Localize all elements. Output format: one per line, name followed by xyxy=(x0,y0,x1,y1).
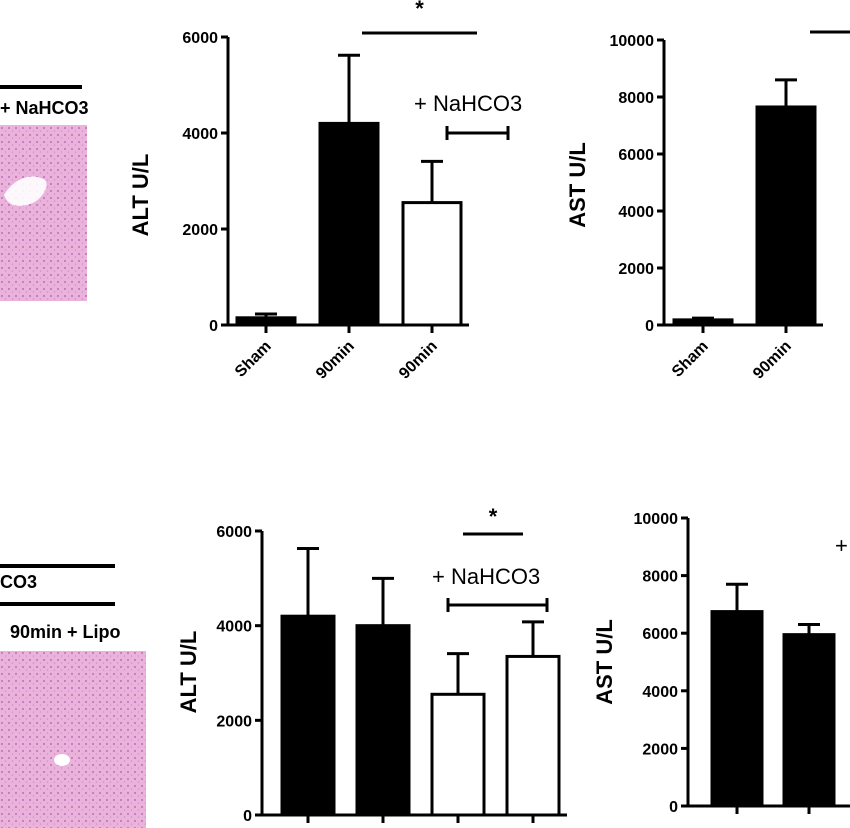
treatment-label: + NaHCO3 xyxy=(414,91,522,116)
x-tick-label: Sham xyxy=(669,338,712,381)
y-tick-label: 6000 xyxy=(618,147,654,164)
x-tick-label: Sham xyxy=(232,338,275,381)
significance-star: * xyxy=(415,0,424,21)
y-tick-label: 2000 xyxy=(642,741,678,758)
y-tick-label: 8000 xyxy=(618,90,654,107)
y-tick-label: 2000 xyxy=(618,261,654,278)
histology-top-label: + NaHCO3 xyxy=(0,98,89,118)
y-tick-label: 2000 xyxy=(216,713,252,730)
treatment-label: + NaHCO3 xyxy=(432,564,540,589)
y-tick-label: 8000 xyxy=(642,569,678,586)
histology-bottom-vessel xyxy=(54,754,70,766)
x-tick-label: 90min xyxy=(313,338,358,383)
treatment-label: + xyxy=(835,533,848,558)
y-tick-label: 4000 xyxy=(642,684,678,701)
y-tick-label: 0 xyxy=(243,808,252,825)
ast-chart-top: 0 2000 4000 6000 8000 10000 AST U/L Sham 90min xyxy=(565,30,850,383)
bar xyxy=(672,318,734,327)
alt-chart-top: 0 2000 4000 6000 ALT U/L Sham 90min 90min * + NaH… xyxy=(128,0,522,383)
histology-bottom-label-1: CO3 xyxy=(0,572,37,592)
bar xyxy=(401,201,463,327)
x-tick-label: 90min xyxy=(396,338,441,383)
y-axis-label: ALT U/L xyxy=(176,631,201,714)
ast-chart-bottom: 0 2000 4000 6000 8000 10000 AST U/L + xyxy=(592,511,850,816)
bar xyxy=(235,316,297,327)
y-axis-label: ALT U/L xyxy=(128,154,153,237)
y-tick-label: 2000 xyxy=(182,222,218,239)
bar xyxy=(755,105,817,327)
y-tick-label: 10000 xyxy=(634,511,679,528)
y-tick-label: 4000 xyxy=(618,204,654,221)
significance-star: * xyxy=(489,504,498,529)
histology-bottom-image xyxy=(0,651,146,828)
bar xyxy=(355,624,411,817)
y-tick-label: 4000 xyxy=(182,126,218,143)
y-tick-label: 4000 xyxy=(216,619,252,636)
y-axis-label: AST U/L xyxy=(592,619,617,705)
histology-bottom: CO3 90min + Lipo xyxy=(0,564,146,828)
y-tick-label: 0 xyxy=(645,318,654,335)
y-axis-label: AST U/L xyxy=(565,142,590,228)
y-tick-label: 6000 xyxy=(216,524,252,541)
y-tick-label: 6000 xyxy=(642,626,678,643)
bar xyxy=(505,654,561,817)
x-tick-label: 90min xyxy=(750,338,795,383)
histology-top: + NaHCO3 xyxy=(0,85,89,301)
y-tick-label: 10000 xyxy=(610,33,655,50)
bar xyxy=(710,610,764,808)
histology-top-vessel xyxy=(4,176,47,206)
bar xyxy=(318,121,380,327)
bar xyxy=(782,633,836,808)
y-tick-label: 0 xyxy=(669,799,678,816)
alt-chart-bottom: 0 2000 4000 6000 ALT U/L * + NaHCO3 xyxy=(176,504,567,825)
bar xyxy=(280,614,336,817)
histology-bottom-label-2: 90min + Lipo xyxy=(10,622,121,642)
y-tick-label: 6000 xyxy=(182,30,218,47)
bar xyxy=(430,692,486,817)
histology-top-image xyxy=(0,125,87,301)
y-tick-label: 0 xyxy=(209,318,218,335)
